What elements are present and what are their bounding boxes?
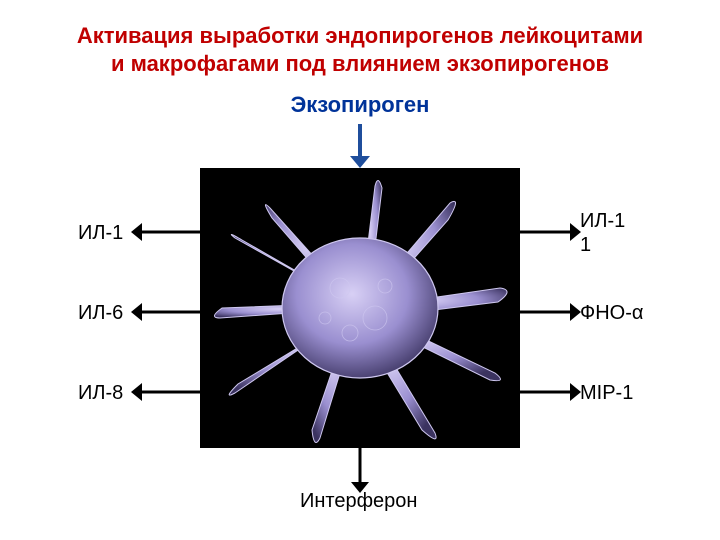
label-tnfa: ФНО-α: [580, 302, 643, 325]
arrow-left-2: [129, 301, 211, 323]
arrow-left-3: [129, 381, 211, 403]
subtitle-text: Экзопироген: [291, 92, 430, 117]
label-il6: ИЛ-6: [78, 302, 123, 325]
title-line1: Активация выработки эндопирогенов лейкоц…: [77, 23, 643, 48]
diagram-subtitle: Экзопироген: [0, 92, 720, 118]
title-line2: и макрофагами под влиянием экзопирогенов: [111, 51, 609, 76]
arrow-top: [348, 122, 372, 170]
label-il1: ИЛ-1: [78, 222, 123, 245]
arrow-right-1: [509, 221, 583, 243]
arrow-left-1: [129, 221, 211, 243]
diagram-stage: Активация выработки эндопирогенов лейкоц…: [0, 0, 720, 540]
diagram-title: Активация выработки эндопирогенов лейкоц…: [0, 22, 720, 77]
arrow-right-3: [509, 381, 583, 403]
cell-image: [200, 168, 520, 448]
arrow-bottom: [349, 446, 371, 495]
label-interferon: Интерферон: [300, 490, 417, 513]
arrow-top-head: [350, 156, 370, 168]
label-il11-line1: ИЛ-1: [580, 210, 625, 233]
label-mip1: MIP-1: [580, 382, 633, 405]
macrophage-icon: [200, 168, 520, 448]
arrow-right-2: [509, 301, 583, 323]
label-il8: ИЛ-8: [78, 382, 123, 405]
